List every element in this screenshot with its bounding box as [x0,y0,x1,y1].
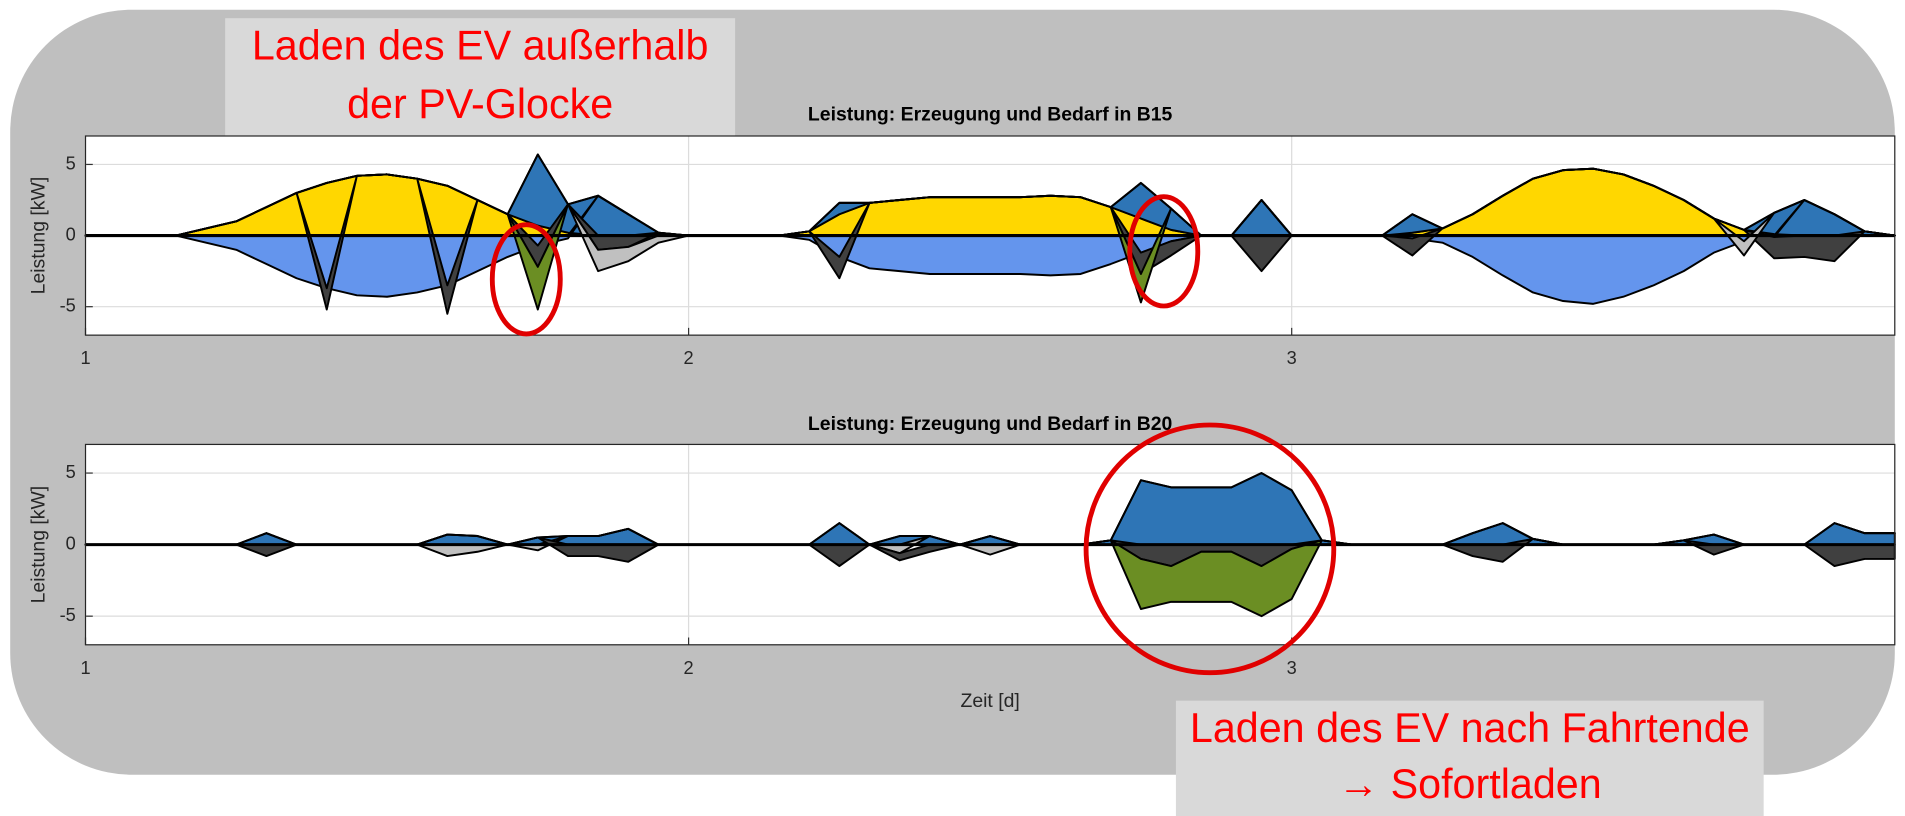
x-tick-label: 3 [1287,348,1297,368]
y-tick-label: 5 [66,462,76,482]
highlight-circle [1127,194,1201,309]
y-tick-label: 5 [66,153,76,173]
x-axis-label: Zeit [d] [960,690,1019,712]
x-tick-label: 2 [684,348,694,368]
chart-title: Leistung: Erzeugung und Bedarf in B15 [808,103,1173,125]
y-axis-label: Leistung [kW] [27,486,49,604]
annotation-text: der PV-Glocke [347,81,613,127]
x-tick-label: 3 [1287,658,1297,678]
annotation-text: Laden des EV außerhalb [252,22,709,68]
x-tick-label: 2 [684,658,694,678]
x-tick-label: 1 [80,348,90,368]
y-tick-label: 0 [66,224,76,244]
plot-frame [84,443,1896,646]
plot-frame [84,135,1896,336]
x-tick-label: 1 [80,658,90,678]
annotation-text: → Sofortladen [1338,761,1602,807]
y-tick-label: -5 [60,296,76,316]
y-axis-label: Leistung [kW] [27,177,49,295]
y-tick-label: -5 [60,605,76,625]
highlight-circle [489,222,563,337]
chart-title: Leistung: Erzeugung und Bedarf in B20 [808,413,1172,435]
annotation-text: Laden des EV nach Fahrtende [1190,705,1750,751]
y-tick-label: 0 [66,533,76,553]
annotation-box [1175,700,1764,816]
highlight-circle [1083,422,1337,676]
annotation-box [225,18,736,136]
